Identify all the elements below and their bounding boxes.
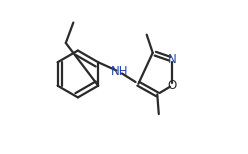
Text: O: O [168,79,177,92]
Text: NH: NH [110,65,128,78]
Text: N: N [168,53,177,66]
